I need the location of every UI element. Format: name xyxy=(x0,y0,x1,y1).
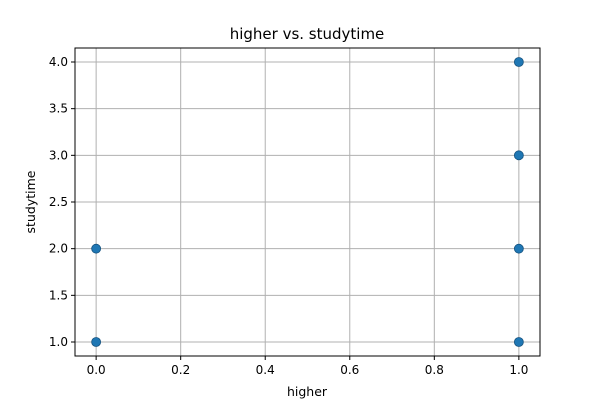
x-tick-label: 0.8 xyxy=(425,363,444,377)
grid-lines xyxy=(75,48,540,356)
scatter-point xyxy=(91,337,102,347)
scatter-point xyxy=(513,243,524,254)
y-tick-label: 3.5 xyxy=(49,102,68,116)
scatter-point xyxy=(513,150,524,161)
y-tick-label: 3.0 xyxy=(49,148,68,162)
axis-ticks: 0.0 0.2 0.4 0.6 0.8 1.0 1.0 1.5 2.0 2.5 3.0 3.5 4.0 xyxy=(49,55,529,377)
x-tick-label: 0.0 xyxy=(87,363,106,377)
y-tick-label: 1.5 xyxy=(49,288,68,302)
plot-area-frame xyxy=(74,47,541,357)
y-tick-label: 4.0 xyxy=(49,55,68,69)
data-points xyxy=(91,57,524,347)
x-axis-label: higher xyxy=(287,384,328,399)
y-tick-label: 2.5 xyxy=(49,195,68,209)
chart-title: higher vs. studytime xyxy=(230,25,385,43)
y-tick-label: 1.0 xyxy=(49,335,68,349)
x-tick-label: 0.2 xyxy=(171,363,190,377)
y-tick-label: 2.0 xyxy=(49,242,68,256)
x-tick-label: 0.4 xyxy=(256,363,275,377)
scatter-point xyxy=(91,243,102,254)
x-tick-label: 1.0 xyxy=(509,363,528,377)
x-tick-label: 0.6 xyxy=(340,363,359,377)
scatter-point xyxy=(513,57,524,67)
scatter-point xyxy=(513,337,524,347)
y-axis-label: studytime xyxy=(23,170,38,233)
